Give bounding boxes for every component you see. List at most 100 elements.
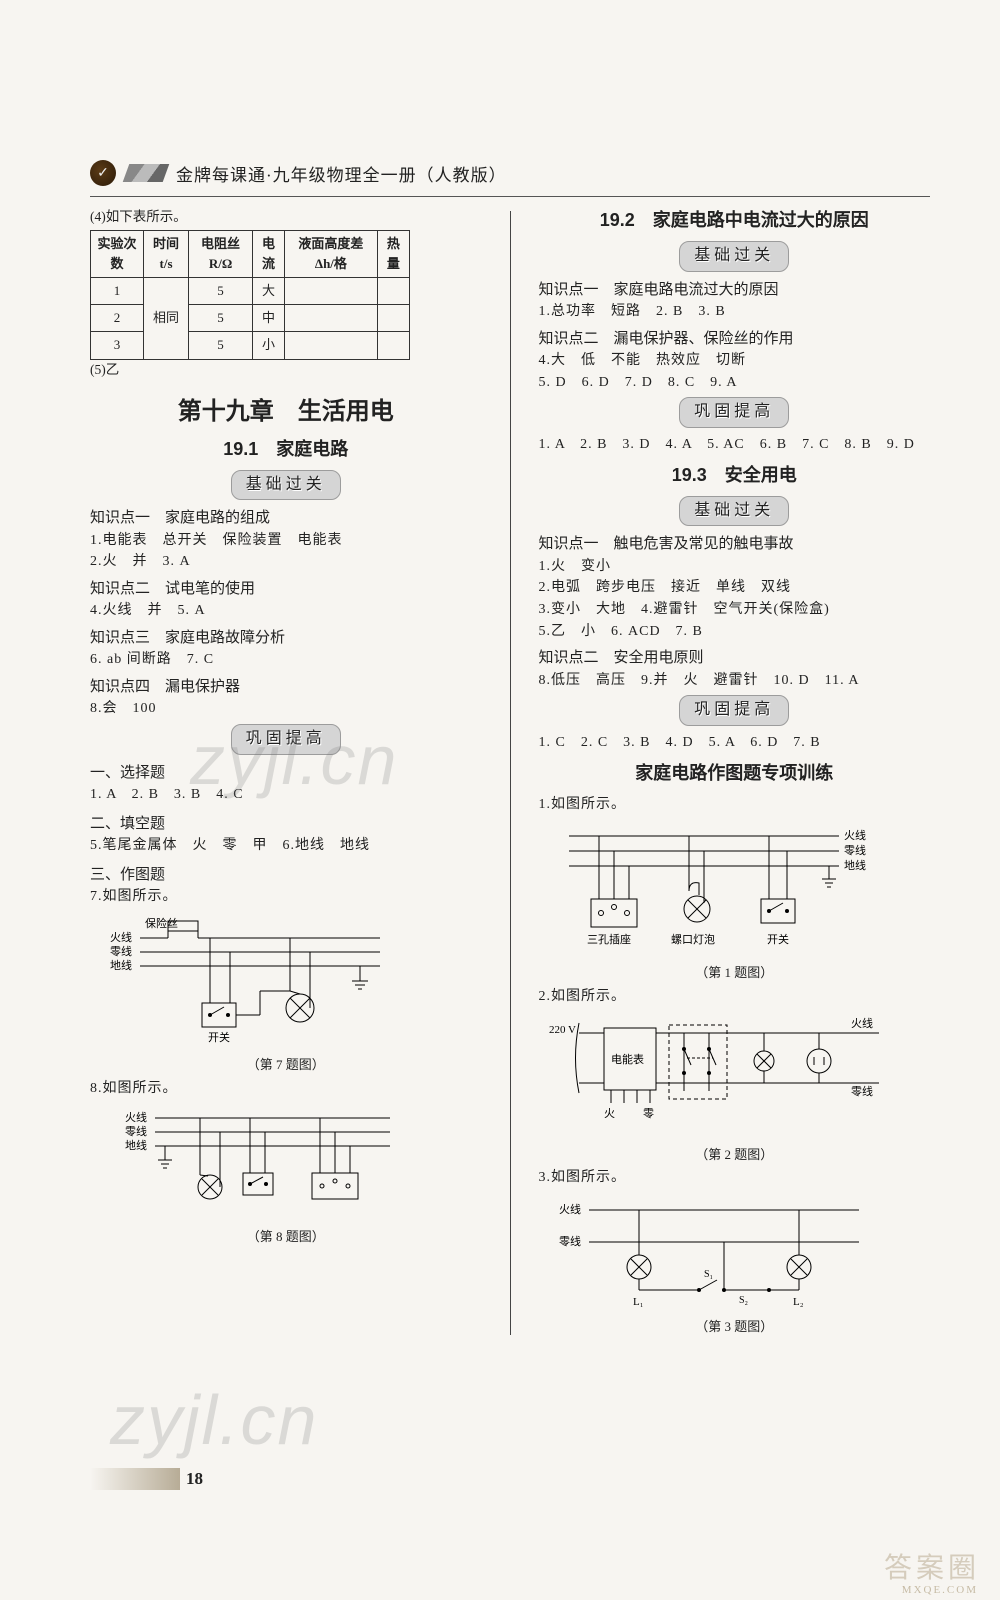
r1c1: 相同 <box>143 278 188 359</box>
r1c0: 1 <box>91 278 144 305</box>
ans-2: 5.笔尾金属体 火 零 甲 6.地线 地线 <box>90 835 482 857</box>
svg-text:电能表: 电能表 <box>611 1052 644 1066</box>
svg-text:保险丝: 保险丝 <box>145 916 178 930</box>
r3-kp1-l4: 5.乙 小 6. ACD 7. B <box>539 621 931 643</box>
r1c4 <box>285 278 377 305</box>
r1c5 <box>377 278 409 305</box>
svg-text:火线: 火线 <box>844 828 866 842</box>
fig7-cap: （第 7 题图） <box>90 1055 482 1075</box>
r3-kp1-title: 知识点一 触电危害及常见的触电事故 <box>539 532 931 555</box>
r3-kp1-l1: 1.火 变小 <box>539 556 931 578</box>
fig8-text: 8.如图所示。 <box>90 1078 482 1100</box>
svg-text:S₁: S₁ <box>704 1269 713 1280</box>
left-column: (4)如下表所示。 实验次数 时间 t/s 电阻丝 R/Ω 电流 液面高度差 Δ… <box>90 207 482 1339</box>
kp2-title: 知识点二 试电笔的使用 <box>90 577 482 600</box>
slash-decoration <box>123 164 170 182</box>
th-0: 实验次数 <box>91 230 144 277</box>
watermark-2: zyjl.cn <box>110 1380 318 1460</box>
experiment-table: 实验次数 时间 t/s 电阻丝 R/Ω 电流 液面高度差 Δh/格 热量 1 相… <box>90 230 410 360</box>
svg-text:火线: 火线 <box>125 1110 147 1124</box>
r3-kp2-l1: 8.低压 高压 9.并 火 避雷针 10. D 11. A <box>539 670 931 692</box>
pill-gonggu-2: 巩固提高 <box>679 397 789 428</box>
line-4: (4)如下表所示。 <box>90 207 482 228</box>
section-19-2: 19.2 家庭电路中电流过大的原因 <box>539 207 931 235</box>
svg-text:S₂: S₂ <box>739 1295 748 1306</box>
figure-8: 火线 零线 地线 <box>90 1105 482 1247</box>
pill-jichu-1: 基础过关 <box>231 470 341 501</box>
svg-text:220 V: 220 V <box>549 1024 576 1036</box>
cat-3: 三、作图题 <box>90 863 482 886</box>
r3c2: 5 <box>189 332 253 359</box>
svg-text:L₁: L₁ <box>633 1296 644 1308</box>
pill-gonggu-3: 巩固提高 <box>679 695 789 726</box>
r1c2: 5 <box>189 278 253 305</box>
page-num-decoration <box>90 1468 180 1490</box>
ans-1: 1. A 2. B 3. B 4. C <box>90 784 482 806</box>
th-3: 电流 <box>252 230 284 277</box>
cat-2: 二、填空题 <box>90 812 482 835</box>
fig1-cap: （第 1 题图） <box>539 963 931 983</box>
svg-text:零: 零 <box>643 1107 654 1120</box>
kp1-l2: 2.火 并 3. A <box>90 551 482 573</box>
th-4: 液面高度差 Δh/格 <box>285 230 377 277</box>
r1c3: 大 <box>252 278 284 305</box>
svg-text:开关: 开关 <box>208 1030 230 1044</box>
r-kp1-l1: 1.总功率 短路 2. B 3. B <box>539 301 931 323</box>
r3-kp1-l2: 2.电弧 跨步电压 接近 单线 双线 <box>539 577 931 599</box>
fig2-cap: （第 2 题图） <box>539 1145 931 1165</box>
r-kp2-l1: 4.大 低 不能 热效应 切断 <box>539 350 931 372</box>
r3c4 <box>285 332 377 359</box>
kp4-l1: 8.会 100 <box>90 698 482 720</box>
svg-text:地线: 地线 <box>844 858 866 872</box>
svg-text:零线: 零线 <box>851 1084 873 1098</box>
cat-1: 一、选择题 <box>90 761 482 784</box>
r2c2: 5 <box>189 305 253 332</box>
kp1-l1: 1.电能表 总开关 保险装置 电能表 <box>90 530 482 552</box>
svg-text:地线: 地线 <box>110 958 132 972</box>
r2c4 <box>285 305 377 332</box>
line-5: (5)乙 <box>90 360 482 381</box>
r-kp2-l2: 5. D 6. D 7. D 8. C 9. A <box>539 372 931 394</box>
r2c3: 中 <box>252 305 284 332</box>
r3c3: 小 <box>252 332 284 359</box>
svg-text:零线: 零线 <box>559 1234 581 1248</box>
section-19-1: 19.1 家庭电路 <box>90 436 482 464</box>
page-number-box: 18 <box>90 1468 203 1490</box>
th-2: 电阻丝 R/Ω <box>189 230 253 277</box>
figure-r2: 220 V 电能表 火 零 <box>539 1013 931 1165</box>
kp3-l1: 6. ab 间断路 7. C <box>90 649 482 671</box>
r2c0: 2 <box>91 305 144 332</box>
th-5: 热量 <box>377 230 409 277</box>
r-ans-1: 1. A 2. B 3. D 4. A 5. AC 6. B 7. C 8. B… <box>539 434 931 456</box>
section-19-3: 19.3 安全用电 <box>539 462 931 490</box>
svg-text:L₂: L₂ <box>793 1296 804 1308</box>
chapter-title: 第十九章 生活用电 <box>90 393 482 430</box>
corner-url: MXQE.COM <box>902 1584 978 1596</box>
r-kp1-title: 知识点一 家庭电路电流过大的原因 <box>539 278 931 301</box>
r3-kp2-title: 知识点二 安全用电原则 <box>539 646 931 669</box>
page-number: 18 <box>186 1469 203 1489</box>
r3-ans-1: 1. C 2. C 3. B 4. D 5. A 6. D 7. B <box>539 732 931 754</box>
corner-watermark: 答案圈 <box>884 1546 980 1586</box>
svg-text:零线: 零线 <box>110 944 132 958</box>
kp2-l1: 4.火线 并 5. A <box>90 600 482 622</box>
r-kp2-title: 知识点二 漏电保护器、保险丝的作用 <box>539 327 931 350</box>
page-header: 金牌每课通·九年级物理全一册（人教版） <box>90 160 930 186</box>
th-1: 时间 t/s <box>143 230 188 277</box>
right-column: 19.2 家庭电路中电流过大的原因 基础过关 知识点一 家庭电路电流过大的原因 … <box>539 207 931 1339</box>
r3c0: 3 <box>91 332 144 359</box>
kp1-title: 知识点一 家庭电路的组成 <box>90 506 482 529</box>
pill-jichu-3: 基础过关 <box>679 496 789 527</box>
svg-text:火线: 火线 <box>559 1202 581 1216</box>
badge-icon <box>90 160 116 186</box>
svg-text:火线: 火线 <box>851 1016 873 1030</box>
header-title: 金牌每课通·九年级物理全一册（人教版） <box>176 161 507 186</box>
fig8-cap: （第 8 题图） <box>90 1227 482 1247</box>
fig7-text: 7.如图所示。 <box>90 886 482 908</box>
column-divider <box>510 211 511 1335</box>
fig2-text: 2.如图所示。 <box>539 986 931 1008</box>
figure-r3: 火线 零线 L₁ S₁ <box>539 1195 931 1337</box>
pill-jichu-2: 基础过关 <box>679 241 789 272</box>
svg-text:零线: 零线 <box>125 1124 147 1138</box>
fig3-text: 3.如图所示。 <box>539 1167 931 1189</box>
